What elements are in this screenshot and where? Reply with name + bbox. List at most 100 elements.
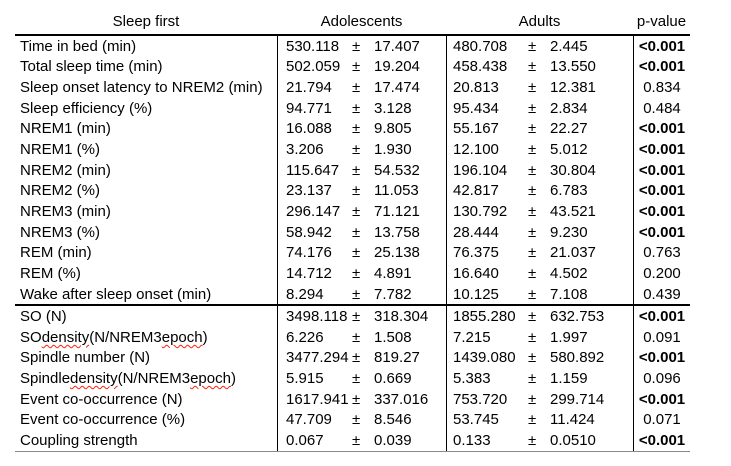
- row-label: Event co-occurrence (N): [20, 390, 183, 408]
- adolescents-value-cell: 6.226 ±1.508: [277, 326, 446, 348]
- table-row: NREM1 (min) 16.088 ±9.805 55.167 ±22.27 <0.00…: [15, 118, 690, 140]
- adults-value-cell: 480.708 ±2.445: [446, 36, 633, 57]
- plus-minus-sign: ±: [352, 411, 361, 429]
- adults-value-cell: 42.817 ±6.783: [446, 180, 633, 202]
- plus-minus-sign: ±: [528, 328, 537, 346]
- table-section-2: SO (N) 3498.118 ±318.304 1855.280 ±632.753 <0…: [15, 304, 690, 451]
- adolescents-mean: 502.059: [286, 58, 341, 76]
- plus-minus-sign: ±: [352, 328, 361, 346]
- plus-minus-sign: ±: [352, 182, 361, 200]
- adolescents-value-cell: 74.176 ±25.138: [277, 242, 446, 264]
- p-value-cell: <0.001: [633, 201, 690, 222]
- adults-value-cell: 16.640 ±4.502: [446, 263, 633, 284]
- plus-minus-sign: ±: [352, 431, 361, 449]
- adolescents-mean: 3498.118: [286, 308, 348, 326]
- plus-minus-sign: ±: [528, 431, 537, 449]
- adolescents-sd: 17.474: [374, 79, 420, 97]
- adolescents-sd: 3.128: [374, 99, 412, 117]
- row-label: Sleep efficiency (%): [20, 99, 153, 117]
- table-body: Time in bed (min) 530.118 ±17.407 480.708 ±2…: [15, 36, 690, 452]
- plus-minus-sign: ±: [352, 390, 361, 408]
- plus-minus-sign: ±: [528, 58, 537, 76]
- adults-sd: 2.834: [550, 99, 588, 117]
- p-value-cell: 0.763: [633, 242, 690, 264]
- adults-mean: 20.813: [453, 79, 499, 97]
- adults-value-cell: 7.215 ±1.997: [446, 326, 633, 348]
- adolescents-mean: 3477.294: [286, 349, 349, 367]
- label-text: SO: [20, 328, 42, 346]
- adolescents-value-cell: 3498.118 ±318.304: [277, 306, 446, 327]
- adolescents-sd: 7.782: [374, 285, 412, 303]
- adolescents-value-cell: 16.088 ±9.805: [277, 118, 446, 140]
- adults-mean: 76.375: [453, 244, 499, 262]
- label-text: ): [202, 328, 208, 346]
- label-text: (N/NREM3: [117, 370, 191, 388]
- plus-minus-sign: ±: [528, 308, 537, 326]
- p-value-cell: <0.001: [633, 306, 690, 327]
- adolescents-mean: 0.067: [286, 431, 324, 449]
- plus-minus-sign: ±: [352, 370, 361, 388]
- table-section-1: Time in bed (min) 530.118 ±17.407 480.708 ±2…: [15, 36, 690, 305]
- table-row: Total sleep time (min) 502.059 ±19.204 458.…: [15, 56, 690, 78]
- adults-sd: 9.230: [550, 223, 588, 241]
- adolescents-mean: 530.118: [286, 37, 340, 55]
- plus-minus-sign: ±: [352, 308, 361, 326]
- p-value-cell: 0.484: [633, 97, 690, 119]
- plus-minus-sign: ±: [528, 349, 537, 367]
- adolescents-value-cell: 502.059 ±19.204: [277, 56, 446, 78]
- row-label: SO (N): [20, 308, 67, 326]
- plus-minus-sign: ±: [352, 223, 361, 241]
- row-label: REM (%): [20, 264, 81, 282]
- sleep-comparison-table: Sleep first Adolescents Adults p-value T…: [15, 8, 690, 452]
- adolescents-value-cell: 3.206 ±1.930: [277, 139, 446, 160]
- table-row: SO density (N/NREM3 epoch) 6.226 ±1.508 7.2…: [15, 326, 690, 348]
- row-label: NREM2 (%): [20, 182, 101, 200]
- adults-mean: 130.792: [453, 202, 508, 220]
- adults-sd: 11.424: [550, 411, 595, 429]
- plus-minus-sign: ±: [352, 120, 361, 138]
- adolescents-value-cell: 115.647 ±54.532: [277, 159, 446, 181]
- adults-sd: 13.550: [550, 58, 596, 76]
- col-header-adolescents: Adolescents: [320, 12, 403, 30]
- row-label: Coupling strength: [20, 431, 138, 449]
- table-row: Sleep onset latency to NREM2 (min) 21.794…: [15, 77, 690, 98]
- adults-value-cell: 1855.280 ±632.753: [446, 306, 633, 327]
- adolescents-sd: 4.891: [374, 264, 412, 282]
- adolescents-value-cell: 14.712 ±4.891: [277, 263, 446, 284]
- table-row: REM (%) 14.712 ±4.891 16.640 ±4.502 0.200: [15, 263, 690, 284]
- p-value-cell: <0.001: [633, 180, 690, 202]
- adults-sd: 22.27: [550, 120, 588, 138]
- row-label: REM (min): [20, 244, 92, 262]
- row-label: Event co-occurrence (%): [20, 411, 186, 429]
- adults-sd: 7.108: [550, 285, 588, 303]
- plus-minus-sign: ±: [352, 285, 361, 303]
- adults-mean: 7.215: [453, 328, 491, 346]
- plus-minus-sign: ±: [528, 244, 537, 262]
- adolescents-value-cell: 94.771 ±3.128: [277, 97, 446, 119]
- adolescents-mean: 16.088: [286, 120, 332, 138]
- adults-sd: 580.892: [550, 349, 605, 367]
- adolescents-sd: 13.758: [374, 223, 420, 241]
- adolescents-sd: 17.407: [374, 37, 420, 55]
- misspelled-word: density: [41, 328, 90, 346]
- plus-minus-sign: ±: [352, 99, 361, 117]
- plus-minus-sign: ±: [528, 285, 537, 303]
- adults-value-cell: 55.167 ±22.27: [446, 118, 633, 140]
- adolescents-mean: 47.709: [286, 411, 332, 429]
- adolescents-mean: 8.294: [286, 285, 324, 303]
- row-label: NREM1 (min): [20, 120, 111, 138]
- adults-mean: 55.167: [453, 120, 499, 138]
- adolescents-mean: 6.226: [286, 328, 324, 346]
- adolescents-sd: 0.669: [374, 370, 412, 388]
- adults-mean: 95.434: [453, 99, 499, 117]
- p-value-cell: 0.091: [633, 326, 690, 348]
- table-row: Time in bed (min) 530.118 ±17.407 480.708 ±2…: [15, 36, 690, 57]
- plus-minus-sign: ±: [528, 99, 537, 117]
- adolescents-mean: 74.176: [286, 244, 332, 262]
- adults-mean: 480.708: [453, 37, 508, 55]
- adults-value-cell: 76.375 ±21.037: [446, 242, 633, 264]
- row-label: Spindle density (N/NREM3 epoch): [15, 368, 277, 389]
- adults-mean: 753.720: [453, 390, 508, 408]
- adolescents-mean: 58.942: [286, 223, 332, 241]
